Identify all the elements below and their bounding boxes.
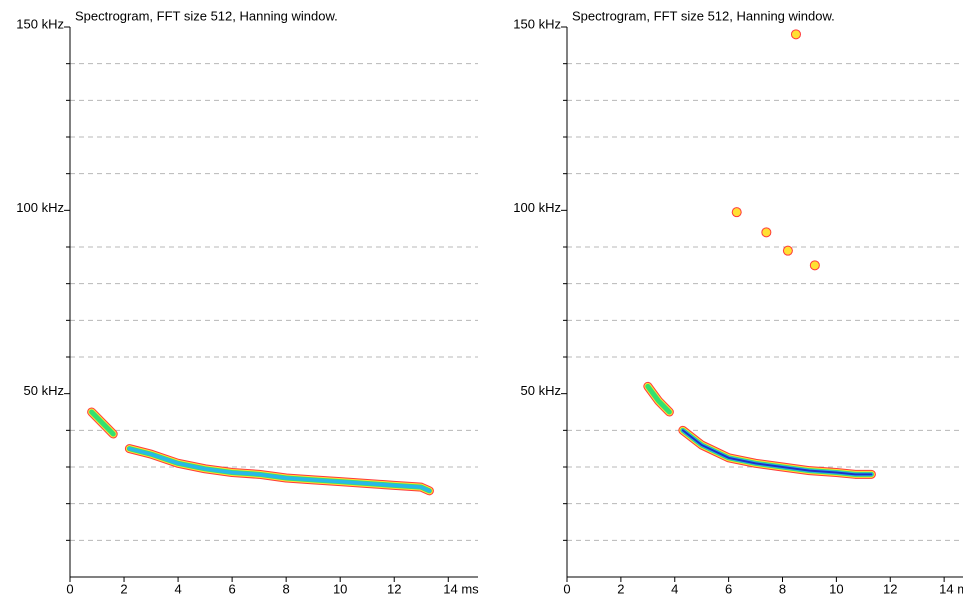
x-tick-label: 6 [725,581,732,596]
x-tick-label: 4 [671,581,678,596]
y-tick-label: 50 kHz [24,383,64,398]
x-tick-label: 2 [120,581,127,596]
x-tick-label: 8 [779,581,786,596]
contour [127,446,432,493]
x-tick-label: 14 ms [939,581,963,596]
x-tick-label: 8 [283,581,290,596]
y-tick-label: 50 kHz [521,383,561,398]
y-tick-label: 100 kHz [513,200,561,215]
chart-title: Spectrogram, FFT size 512, Hanning windo… [75,8,338,23]
y-tick-label: 150 kHz [16,16,64,31]
chart-title: Spectrogram, FFT size 512, Hanning windo… [572,8,835,23]
x-tick-label: 4 [174,581,181,596]
x-tick-label: 0 [66,581,73,596]
contour [681,429,873,476]
y-tick-label: 150 kHz [513,16,561,31]
x-tick-label: 0 [563,581,570,596]
x-tick-label: 14 ms [443,581,479,596]
spot [791,30,800,39]
spot [732,208,741,217]
x-tick-label: 2 [617,581,624,596]
spot [810,261,819,270]
spot [783,246,792,255]
y-tick-label: 100 kHz [16,200,64,215]
contour [89,409,116,437]
x-tick-label: 12 [387,581,401,596]
x-tick-label: 12 [883,581,897,596]
x-tick-label: 6 [229,581,236,596]
x-tick-label: 10 [829,581,843,596]
contour [645,383,672,415]
spot [762,228,771,237]
x-tick-label: 10 [333,581,347,596]
